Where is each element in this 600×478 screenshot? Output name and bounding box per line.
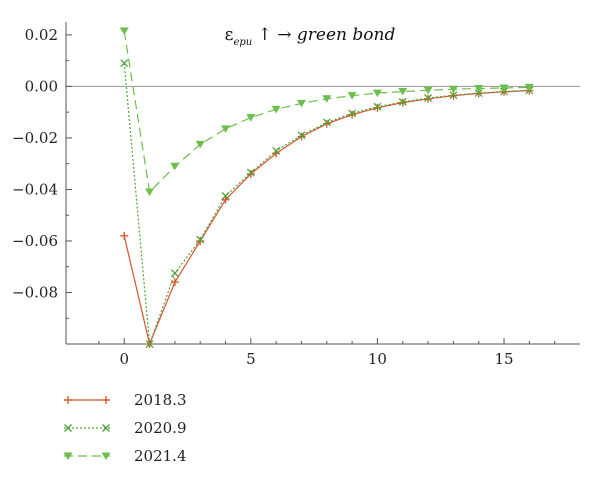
axes: 0.02 0.00 −0.02 −0.04 −0.06 −0.08 0 5 10 15 bbox=[12, 22, 580, 368]
data-point-2021-4 bbox=[524, 83, 534, 92]
data-point-2021-4 bbox=[145, 188, 155, 197]
legend-swatch-marker bbox=[102, 424, 110, 432]
legend-swatch-marker bbox=[64, 396, 72, 404]
y-tick-label: −0.04 bbox=[12, 180, 58, 198]
data-point-2020-9 bbox=[120, 59, 129, 68]
data-point-2021-4 bbox=[322, 95, 332, 103]
y-tick-label: 0.02 bbox=[25, 26, 58, 44]
data-point-2020-9 bbox=[424, 94, 433, 102]
data-point-2021-4 bbox=[423, 86, 433, 95]
data-point-2020-9 bbox=[196, 235, 205, 244]
data-point-2018-3 bbox=[297, 132, 306, 141]
chart-title: εepu ↑ → green bond bbox=[225, 25, 396, 48]
y-tick-label: −0.02 bbox=[12, 129, 58, 147]
y-tick-label: 0.00 bbox=[25, 77, 58, 95]
data-point-2020-9 bbox=[398, 97, 407, 106]
data-point-2021-4 bbox=[246, 114, 256, 122]
legend-swatch-marker bbox=[63, 452, 73, 460]
series-line-2018-3 bbox=[123, 89, 530, 346]
data-point-2021-4 bbox=[347, 92, 357, 100]
data-point-2021-4 bbox=[170, 162, 180, 171]
data-point-2020-9 bbox=[272, 146, 281, 155]
data-point-2021-4 bbox=[195, 140, 205, 149]
x-tick-label: 15 bbox=[494, 350, 513, 368]
legend-label: 2020.9 bbox=[134, 419, 187, 437]
data-point-2018-3 bbox=[348, 110, 357, 119]
legend-swatch-marker bbox=[64, 424, 72, 432]
data-point-2018-3 bbox=[221, 195, 230, 204]
data-point-2018-3 bbox=[170, 278, 179, 287]
data-point-2018-3 bbox=[322, 119, 331, 128]
x-tick-label: 5 bbox=[246, 350, 256, 368]
legend-item-2021-4: 2021.4 bbox=[62, 442, 187, 470]
x-tick-label: 10 bbox=[368, 350, 387, 368]
data-point-2021-4 bbox=[221, 125, 231, 133]
legend-swatch-marker bbox=[102, 396, 110, 404]
data-point-2020-9 bbox=[145, 340, 154, 348]
data-point-2021-4 bbox=[119, 27, 129, 36]
legend-swatch-marker bbox=[101, 452, 111, 460]
series-layer bbox=[119, 27, 534, 348]
legend-swatch bbox=[64, 424, 110, 432]
data-point-2018-3 bbox=[373, 103, 382, 112]
data-point-2020-9 bbox=[322, 118, 331, 127]
series-line-2021-4 bbox=[123, 30, 530, 194]
legend: 2018.3 2020.9 2021.4 bbox=[62, 386, 187, 470]
data-point-2020-9 bbox=[170, 269, 179, 278]
data-point-2020-9 bbox=[297, 131, 306, 140]
x-tick-label: 0 bbox=[119, 350, 129, 368]
legend-label: 2021.4 bbox=[134, 447, 187, 465]
y-tick-label: −0.06 bbox=[12, 232, 58, 250]
data-point-2018-3 bbox=[120, 231, 129, 240]
data-point-2021-4 bbox=[372, 89, 382, 98]
data-point-2020-9 bbox=[348, 109, 357, 118]
data-point-2021-4 bbox=[499, 84, 509, 92]
data-point-2021-4 bbox=[271, 105, 281, 114]
data-point-2020-9 bbox=[221, 191, 230, 200]
data-point-2021-4 bbox=[398, 88, 408, 96]
data-point-2018-3 bbox=[196, 236, 205, 245]
data-point-2021-4 bbox=[474, 84, 484, 93]
data-point-2020-9 bbox=[246, 168, 255, 177]
legend-swatch bbox=[63, 452, 111, 460]
data-point-2021-4 bbox=[296, 99, 306, 108]
series-line-2020-9 bbox=[123, 63, 530, 345]
data-point-2018-3 bbox=[246, 169, 255, 178]
data-point-2021-4 bbox=[448, 85, 458, 94]
legend-item-2020-9: 2020.9 bbox=[62, 414, 187, 442]
legend-item-2018-3: 2018.3 bbox=[62, 386, 187, 414]
y-tick-label: −0.08 bbox=[12, 283, 58, 301]
legend-label: 2018.3 bbox=[134, 391, 187, 409]
legend-swatch bbox=[64, 396, 110, 404]
data-point-2020-9 bbox=[373, 102, 382, 111]
data-point-2020-9 bbox=[474, 89, 483, 98]
data-point-2020-9 bbox=[449, 91, 458, 100]
